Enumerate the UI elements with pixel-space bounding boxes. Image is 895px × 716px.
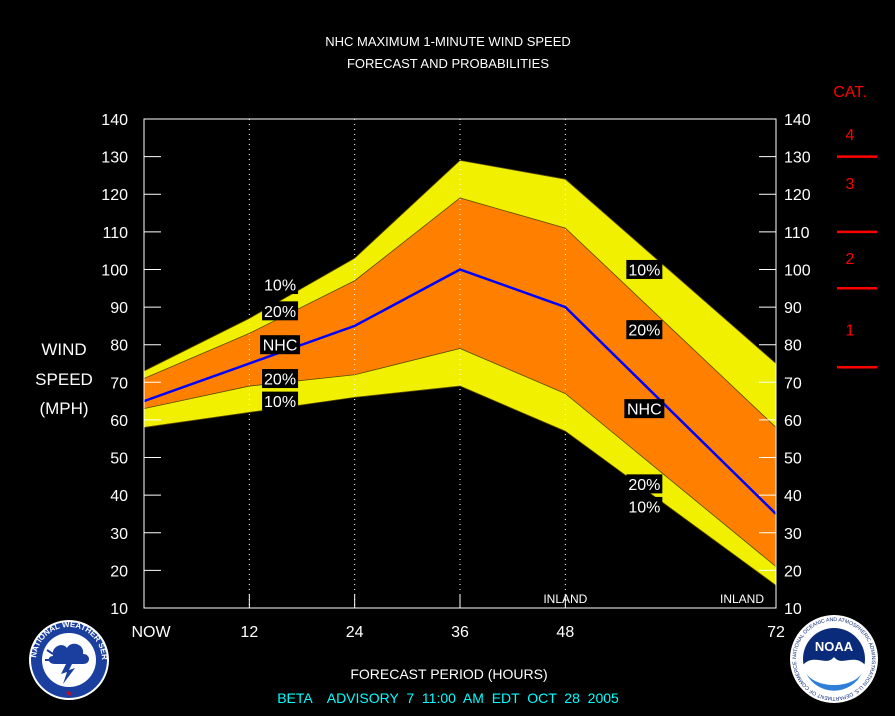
series-line-2 [143,268,777,515]
x-tick-label: 72 [767,624,785,641]
band-10-percent [144,160,776,586]
x-tick-label: 12 [240,624,258,641]
y-tick-label-left: 90 [110,300,128,317]
y-tick-label-right: 100 [784,262,811,279]
y-tick-label-right: 80 [784,338,802,355]
cloud-icon [48,643,89,664]
y-tick-label-left: 110 [102,225,128,242]
inland-label: INLAND [543,592,587,606]
y-tick-label-right: 140 [784,112,811,129]
y-axis-label-3: (MPH) [39,399,88,418]
band-label-box [626,474,663,494]
y-tick-label-left: 120 [101,187,128,204]
y-tick-label-left: 40 [110,488,128,505]
y-tick-label-left: 60 [110,413,128,430]
y-tick-label-right: 40 [784,488,802,505]
inland-label: INLAND [720,592,764,606]
x-tick-label: 24 [346,624,364,641]
y-tick-label-right: 90 [784,300,802,317]
y-tick-label-left: 130 [101,150,128,167]
chart-title-line1: NHC MAXIMUM 1-MINUTE WIND SPEED [325,34,571,49]
y-tick-label-left: 30 [110,526,128,543]
y-tick-label-right: 20 [784,563,802,580]
category-label: 4 [846,127,855,144]
band-label: NHC [627,402,662,419]
series-line-4 [143,385,777,586]
series-line-3 [143,348,777,567]
star-icon: ★ [65,689,72,698]
band-label-box [262,369,299,389]
probability-bands [144,160,776,586]
band-label: 20% [628,323,660,340]
band-label-box [626,259,663,279]
inland-markers: INLAND INLAND [543,592,764,606]
band-label: 10% [264,394,296,411]
y-tick-label-left: 100 [101,262,128,279]
categories-header: CAT. [833,84,866,101]
y-tick-label-right: 30 [784,526,802,543]
category-label: 2 [846,251,855,268]
y-tick-label-right: 130 [784,150,811,167]
band-20-percent [144,197,776,567]
band-label: NHC [263,338,298,355]
x-tick-label: 48 [556,624,574,641]
band-label-box [626,496,663,516]
band-label: 20% [264,372,296,389]
band-label-box [262,391,299,411]
x-axis-label: FORECAST PERIOD (HOURS) [350,666,547,682]
y-axis-label-1: WIND [41,340,86,359]
y-tick-label-left: 20 [110,563,128,580]
y-tick-label-left: 50 [110,451,128,468]
nws-logo: NATIONAL WEATHER SERVICE ★ [29,620,109,700]
y-tick-label-left: 10 [110,601,128,618]
band-labels: 10% 20% NHC 20% 10% 10% 20% NHC 20% 10% [260,259,665,516]
y-axis-label-2: SPEED [35,370,93,389]
band-label-box [260,335,301,355]
y-tick-label-right: 110 [784,225,810,242]
y-ticks: 10 10 20 20 30 30 40 40 50 50 60 60 70 70 80 80 90 90 100 1… [101,112,811,618]
series-lines [143,159,777,586]
band-label: 10% [628,262,660,279]
band-label: 10% [264,278,296,295]
y-tick-label-right: 50 [784,451,802,468]
category-label: 3 [846,176,855,193]
y-tick-label-left: 70 [110,375,128,392]
noaa-logo: NOAA NATIONAL OCEANIC AND ATMOSPHERIC AD… [790,615,878,703]
saffir-simpson-scale: 4 3 2 1 [837,127,877,369]
band-label-box [262,301,299,321]
y-tick-label-right: 10 [784,601,802,618]
y-tick-label-right: 120 [784,187,811,204]
series-line-1 [143,197,777,428]
noaa-wordmark: NOAA [815,639,854,654]
series-line-0 [143,159,777,372]
x-tick-label: NOW [131,624,171,641]
y-tick-label-right: 70 [784,375,802,392]
chart-title-line2: FORECAST AND PROBABILITIES [347,56,549,71]
band-label-box [262,275,299,295]
advisory-footer: BETA ADVISORY 7 11:00 AM EDT OCT 28 2005 [277,690,619,706]
band-label-box [624,399,665,419]
lightning-icon [61,662,75,684]
x-ticks: NOW 12 24 36 48 72 [131,594,785,641]
band-label: 10% [628,499,660,516]
band-label: 20% [628,477,660,494]
band-label: 20% [264,304,296,321]
y-tick-label-right: 60 [784,413,802,430]
band-label-box [626,320,663,340]
x-tick-label: 36 [451,624,469,641]
y-tick-label-left: 140 [101,112,128,129]
y-tick-label-left: 80 [110,338,128,355]
category-label: 1 [846,323,855,340]
